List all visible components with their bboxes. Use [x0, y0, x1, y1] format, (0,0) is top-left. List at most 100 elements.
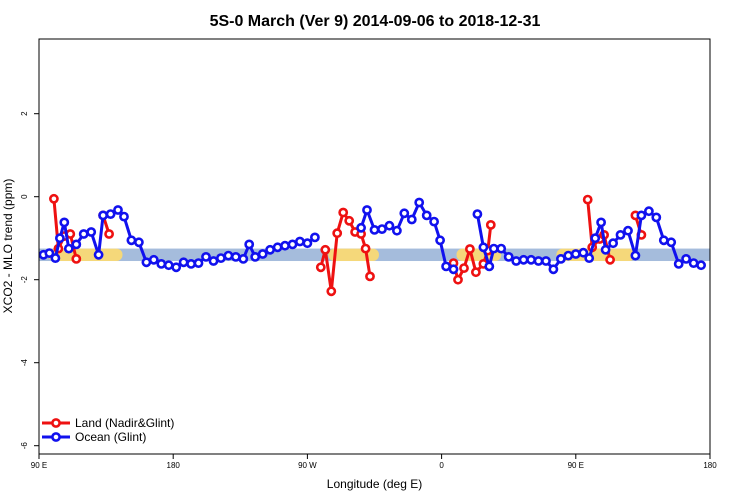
- ocean-data-point: [148, 254, 159, 265]
- land-data-point: [464, 244, 475, 254]
- ocean-data-point: [63, 243, 74, 254]
- ocean-data-point: [244, 239, 255, 250]
- y-tick-label: -6: [20, 442, 29, 450]
- y-tick-label: 0: [20, 194, 29, 199]
- ocean-data-point: [280, 240, 290, 251]
- legend-label: Ocean (Glint): [75, 430, 146, 444]
- x-tick-label: 180: [167, 461, 181, 470]
- legend-marker: [51, 432, 61, 442]
- ocean-data-point: [563, 250, 574, 261]
- plot-frame: [38, 38, 711, 455]
- ocean-data-point: [362, 205, 372, 215]
- ocean-data-point: [541, 256, 551, 266]
- y-axis: -6 -4 -2 0 2: [20, 111, 39, 449]
- legend-label: Land (Nadir&Glint): [75, 416, 174, 430]
- ocean-data-point: [503, 251, 514, 262]
- x-tick-label: 0: [439, 461, 444, 470]
- legend-item-land: Land (Nadir&Glint): [42, 416, 174, 430]
- ocean-data-point: [584, 253, 595, 263]
- ocean-data-point: [526, 254, 536, 265]
- y-tick-label: 2: [20, 111, 29, 116]
- ocean-data-point: [369, 224, 380, 235]
- land-data-point: [365, 271, 375, 282]
- land-data-point: [338, 207, 349, 218]
- y-axis-label: XCO2 - MLO trend (ppm): [1, 179, 15, 314]
- land-data-point: [459, 263, 469, 273]
- ocean-data-point: [230, 251, 241, 262]
- ocean-data-point: [55, 233, 65, 244]
- ocean-data-point: [215, 253, 226, 263]
- ocean-data-point: [623, 225, 633, 236]
- ocean-data-point: [448, 264, 459, 275]
- ocean-data-point: [644, 206, 654, 217]
- ocean-data-point: [302, 238, 313, 249]
- land-data-point: [605, 254, 615, 265]
- ocean-data-point: [511, 256, 522, 266]
- ocean-data-point: [399, 208, 410, 219]
- x-tick-label: 180: [703, 461, 717, 470]
- ocean-data-point: [658, 235, 669, 246]
- land-data-point: [582, 194, 593, 205]
- ocean-data-point: [435, 235, 445, 246]
- ocean-data-point: [578, 247, 589, 258]
- x-tick-label: 90 W: [298, 461, 317, 470]
- ocean-data-point: [113, 205, 123, 215]
- ocean-data-point: [186, 258, 196, 269]
- ocean-data-point: [201, 251, 211, 262]
- ocean-data-point: [429, 216, 439, 227]
- land-data-point: [315, 262, 326, 273]
- ocean-data-point: [105, 209, 116, 219]
- ocean-data-point: [156, 258, 167, 269]
- chart-title: 5S-0 March (Ver 9) 2014-09-06 to 2018-12…: [210, 13, 541, 30]
- ocean-data-point: [615, 229, 626, 240]
- ocean-data-point: [377, 224, 387, 234]
- ocean-data-point: [688, 258, 699, 268]
- ocean-series: [38, 197, 706, 275]
- ocean-data-point: [193, 258, 204, 268]
- ocean-data-point: [44, 248, 55, 258]
- land-data-point: [326, 286, 337, 297]
- ocean-data-point: [518, 254, 529, 265]
- y-tick-label: -2: [20, 276, 29, 284]
- ocean-data-point: [272, 242, 283, 253]
- ocean-data-point: [98, 210, 108, 221]
- ocean-data-point: [472, 209, 483, 219]
- land-data-point: [485, 219, 496, 230]
- ocean-data-point: [681, 253, 691, 264]
- ocean-data-point: [484, 261, 495, 272]
- ocean-data-point: [93, 249, 104, 260]
- ocean-data-point: [356, 222, 366, 233]
- ocean-data-point: [126, 235, 137, 246]
- land-series: [49, 193, 647, 297]
- ocean-data-point: [59, 217, 70, 228]
- ocean-data-point: [696, 260, 706, 271]
- ocean-data-point: [406, 214, 417, 225]
- land-data-point: [453, 274, 463, 285]
- x-tick-label: 90 E: [31, 461, 47, 470]
- ocean-data-point: [309, 232, 320, 243]
- ocean-data-point: [496, 243, 507, 254]
- ocean-data-point: [265, 244, 275, 255]
- legend: Land (Nadir&Glint)Ocean (Glint): [42, 416, 174, 444]
- ocean-data-point: [294, 236, 305, 247]
- land-series-line: [319, 211, 372, 293]
- x-axis: 90 E 180 90 W 0 90 E 180: [31, 454, 717, 470]
- ocean-data-point: [223, 250, 234, 261]
- land-data-point: [470, 267, 481, 278]
- ocean-data-point: [478, 242, 489, 253]
- ocean-data-point: [600, 244, 611, 255]
- series-layer: [38, 193, 706, 297]
- ocean-data-point: [119, 211, 129, 222]
- ocean-data-point: [590, 233, 601, 244]
- ocean-data-point: [630, 250, 641, 261]
- ocean-data-point: [238, 253, 249, 264]
- land-data-point: [332, 228, 343, 239]
- ocean-data-point: [651, 212, 662, 223]
- ocean-data-point: [570, 249, 581, 259]
- legend-item-ocean: Ocean (Glint): [42, 430, 146, 444]
- ocean-data-point: [596, 217, 606, 228]
- land-data-point: [49, 193, 59, 204]
- ocean-data-point: [421, 210, 432, 221]
- land-data-point: [104, 229, 114, 239]
